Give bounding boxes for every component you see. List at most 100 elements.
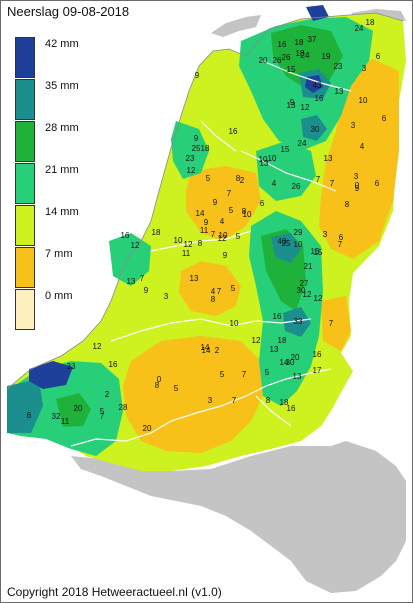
station-value: 12: [93, 342, 102, 351]
station-value: 13: [270, 345, 279, 354]
legend-swatch: [15, 163, 35, 204]
station-value: 15: [287, 65, 296, 74]
station-value: 10: [359, 96, 368, 105]
station-value: 30: [297, 286, 306, 295]
station-value: 7: [100, 412, 105, 421]
northwest-wet-region: [171, 121, 209, 179]
station-value: 3: [164, 292, 169, 301]
station-value: 18: [278, 336, 287, 345]
station-value: 9: [194, 134, 199, 143]
legend-label: 35 mm: [45, 80, 79, 92]
station-value: 12: [303, 290, 312, 299]
station-value: 15: [314, 248, 323, 257]
southwest-teal-region: [7, 379, 43, 433]
station-value: 30: [311, 125, 320, 134]
station-value: 14: [280, 358, 289, 367]
legend-swatch: [15, 247, 35, 288]
station-value: 12: [314, 294, 323, 303]
station-value: 24: [298, 139, 307, 148]
east-central-wet-region: [256, 141, 316, 201]
station-value: 15: [311, 247, 320, 256]
station-value: 13: [287, 101, 296, 110]
legend-swatch: [15, 289, 35, 330]
station-value: 25: [282, 239, 291, 248]
station-value: 6: [27, 411, 32, 420]
station-value: 32: [52, 412, 61, 421]
station-value: 3: [351, 121, 356, 130]
southwest-heavy-region: [56, 393, 91, 427]
west-coast-wet-region: [109, 233, 151, 286]
station-value: 12: [252, 336, 261, 345]
station-value: 8: [198, 239, 203, 248]
legend-swatch: [15, 205, 35, 246]
station-value: 5: [206, 174, 211, 183]
south-dry-region: [123, 336, 263, 453]
station-value: 27: [300, 279, 309, 288]
station-value: 7: [338, 240, 343, 249]
station-value: 2: [240, 176, 245, 185]
station-value: 26: [282, 53, 291, 62]
station-value: 16: [287, 404, 296, 413]
station-value: 10: [268, 154, 277, 163]
station-value: 3: [362, 64, 367, 73]
north-coast-land: [211, 15, 261, 37]
station-value: 4: [360, 142, 365, 151]
station-value: 6: [260, 199, 265, 208]
station-value: 14: [201, 343, 210, 352]
station-value: 13: [293, 372, 302, 381]
station-value: 4: [272, 179, 277, 188]
legend-swatch: [15, 121, 35, 162]
station-value: 8: [266, 396, 271, 405]
station-value: 33: [67, 362, 76, 371]
station-value: 23: [186, 154, 195, 163]
station-value: 5: [100, 407, 105, 416]
station-value: 20: [143, 424, 152, 433]
station-value: 13: [260, 159, 269, 168]
station-value: 2: [105, 390, 110, 399]
legend-label: 28 mm: [45, 122, 79, 134]
legend-swatch: [15, 37, 35, 78]
station-value: 16: [313, 350, 322, 359]
station-value: 10: [174, 236, 183, 245]
station-value: 12: [301, 103, 310, 112]
station-value: 26: [292, 182, 301, 191]
station-value: 8: [345, 200, 350, 209]
province-borders: [70, 60, 352, 447]
station-value: 28: [119, 403, 128, 412]
station-value: 7: [227, 189, 232, 198]
station-value: 9: [213, 198, 218, 207]
station-value: 15: [281, 145, 290, 154]
station-value: 23: [334, 62, 343, 71]
station-value: 13: [335, 87, 344, 96]
station-value: 7: [330, 179, 335, 188]
station-value: 16: [273, 312, 282, 321]
station-value: 13: [127, 277, 136, 286]
station-value: 9: [195, 71, 200, 80]
station-value: 10: [243, 210, 252, 219]
station-value: 9: [290, 98, 295, 107]
central-teal-region: [301, 115, 327, 141]
station-value: 0: [157, 375, 162, 384]
station-value: 18: [296, 49, 305, 58]
legend-label: 0 mm: [45, 290, 73, 302]
station-value: 7: [217, 287, 222, 296]
station-value: 9: [204, 218, 209, 227]
station-value: 14: [202, 346, 211, 355]
station-value: 16: [121, 231, 130, 240]
station-value: 7: [242, 370, 247, 379]
station-value: 18: [152, 228, 161, 237]
station-value: 5: [229, 206, 234, 215]
southeast-dry-region: [321, 296, 351, 351]
station-value: 5: [174, 384, 179, 393]
station-value: 5: [231, 284, 236, 293]
station-value: 13: [190, 274, 199, 283]
station-value: 29: [294, 228, 303, 237]
legend-label: 7 mm: [45, 248, 73, 260]
north-heavy-region: [271, 25, 343, 89]
station-value: 7: [211, 230, 216, 239]
southwest-peak-region: [29, 361, 73, 389]
station-value: 8: [211, 295, 216, 304]
station-value: 12: [184, 240, 193, 249]
